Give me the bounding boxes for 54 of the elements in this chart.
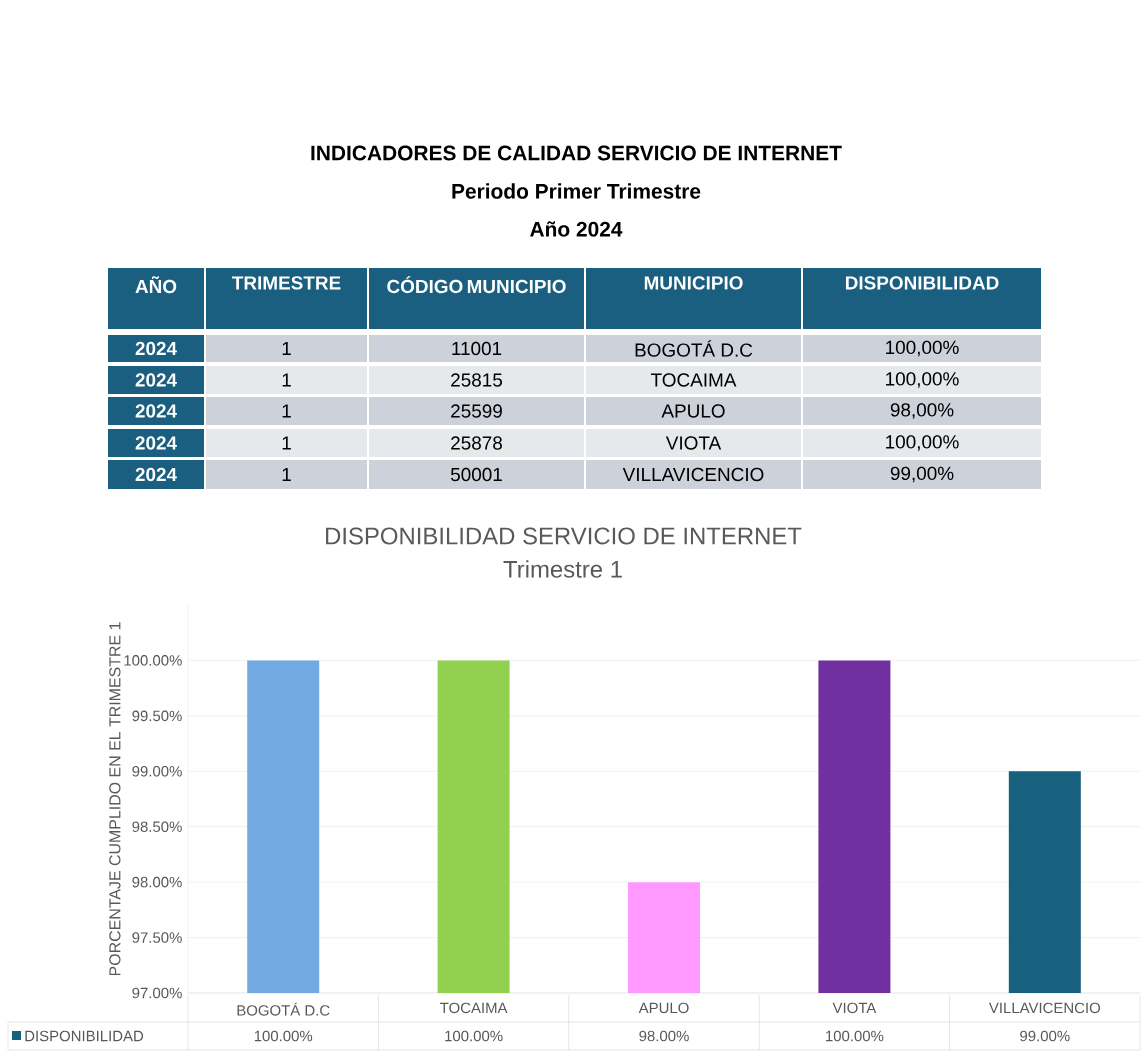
- text: TOCAIMA: [650, 373, 737, 387]
- y-tick-label: 99.00%: [132, 765, 182, 777]
- text: CÓDIGO MUNICIPIO: [387, 276, 566, 294]
- text: 25878: [451, 436, 502, 450]
- text: 2024: [135, 467, 177, 482]
- text: 98,00%: [890, 403, 954, 419]
- x-tick-label: APULO: [638, 1002, 689, 1014]
- y-tick-label: 100.00%: [124, 655, 182, 666]
- text: 1: [282, 436, 291, 450]
- data-label: 99.00%: [1020, 1030, 1070, 1042]
- text: 100,00%: [886, 372, 959, 388]
- text: 50001: [450, 467, 502, 482]
- text: 1: [282, 373, 291, 387]
- text: 25815: [451, 373, 503, 387]
- text: 11001: [452, 341, 502, 356]
- text: 2024: [135, 373, 177, 387]
- text: 2024: [135, 404, 177, 418]
- x-tick-label: TOCAIMA: [440, 1002, 508, 1014]
- text: 99,00%: [890, 466, 954, 483]
- text: 2024: [135, 436, 177, 450]
- text: 25599: [451, 404, 502, 418]
- text: 2024: [135, 341, 177, 356]
- legend-label: DISPONIBILIDAD: [25, 1030, 144, 1042]
- y-tick-label: 98.00%: [132, 876, 182, 888]
- y-axis-title: PORCENTAJE CUMPLIDO EN EL TRIMESTRE 1: [109, 622, 121, 976]
- data-label: 98.00%: [639, 1030, 689, 1042]
- text: 1: [282, 467, 291, 481]
- text: DISPONIBILIDAD: [845, 276, 999, 290]
- chart-subtitle: Trimestre 1: [503, 560, 622, 578]
- chart-title: DISPONIBILIDAD SERVICIO DE INTERNET: [326, 527, 802, 545]
- x-tick-label: VILLAVICENCIO: [988, 1002, 1101, 1014]
- text: INDICADORES DE CALIDAD SERVICIO DE INTERNET: [311, 145, 842, 161]
- data-label: 100.00%: [254, 1030, 313, 1042]
- text: AÑO: [135, 276, 177, 294]
- x-tick-label: VIOTA: [832, 1002, 877, 1014]
- text: MUNICIPIO: [644, 276, 743, 290]
- text: VILLAVICENCIO: [622, 467, 764, 482]
- text: 100,00%: [886, 340, 959, 357]
- text: TRIMESTRE: [232, 276, 341, 290]
- text: Periodo Primer Trimestre: [452, 183, 701, 199]
- y-tick-label: 97.00%: [132, 987, 182, 999]
- text: APULO: [661, 404, 725, 418]
- y-tick-label: 99.50%: [132, 710, 182, 722]
- y-tick-label: 97.50%: [132, 932, 182, 943]
- text: 1: [282, 341, 291, 355]
- text: 1: [282, 404, 291, 418]
- data-label: 100.00%: [826, 1030, 884, 1042]
- text: 100,00%: [886, 435, 959, 451]
- data-label: 100.00%: [445, 1030, 503, 1042]
- text: Año 2024: [530, 221, 623, 237]
- y-tick-label: 98.50%: [132, 821, 182, 832]
- text: VIOTA: [665, 436, 722, 450]
- x-tick-label: BOGOTÁ D.C: [237, 1002, 330, 1016]
- text: BOGOTÁ D.C: [635, 340, 753, 357]
